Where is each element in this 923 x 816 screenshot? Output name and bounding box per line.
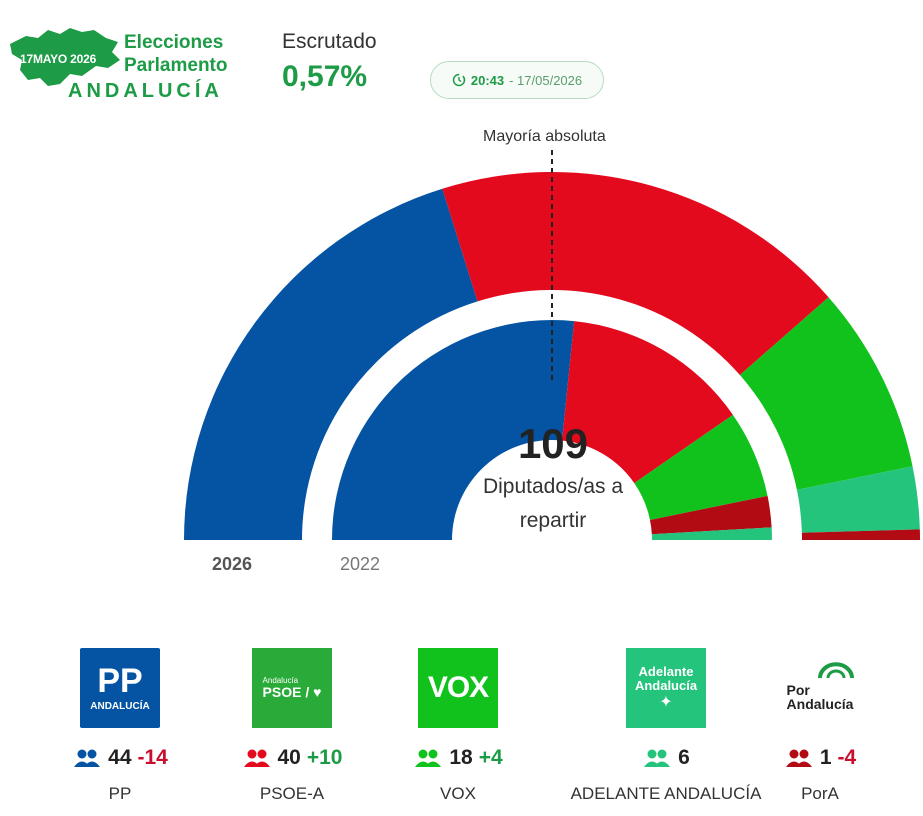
psoe-logo-icon: Andalucía PSOE / ♥ [252, 648, 332, 728]
adelante-seats-row: 6 [566, 746, 766, 770]
pora-seats: 1 [819, 746, 832, 769]
pp-name: PP [108, 784, 132, 803]
pp-logo-sub: ANDALUCÍA [90, 701, 150, 712]
ring-label-2022: 2022 [340, 554, 381, 574]
hemicycle-segment-2026-0 [184, 188, 478, 540]
people-icon [243, 749, 270, 767]
hemicycle-segment-2022-3 [649, 495, 772, 535]
people-icon [415, 749, 442, 767]
pp-change: -14 [137, 746, 168, 769]
hemicycle-segment-2026-4 [801, 529, 920, 540]
psoe-logo-sub: Andalucía [262, 676, 299, 685]
hemicycle-chart [184, 150, 920, 540]
clock-icon [452, 73, 466, 87]
hemicycle-segment-2022-0 [332, 320, 575, 540]
logo-title-line2: Parlamento [124, 55, 228, 76]
pora-change: -4 [837, 746, 857, 769]
party-card-pora: Por Andalucía 1 -4 PorA [720, 648, 920, 804]
adelante-logo-icon: Adelante Andalucía ✦ [626, 648, 706, 728]
hemicycle-segment-2022-4 [651, 527, 772, 540]
majority-label: Mayoría absoluta [483, 128, 606, 145]
psoe-logo-text: PSOE / ♥ [262, 684, 322, 700]
pora-logo-sub: Andalucía [786, 696, 854, 712]
logo-region: ANDALUCÍA [68, 80, 223, 102]
pora-logo-text: Por [786, 682, 810, 698]
pp-seats-row: 44 -14 [20, 746, 220, 770]
psoe-seats-row: 40 +10 [192, 746, 392, 770]
pora-seats-row: 1 -4 [720, 746, 920, 770]
total-seats-number: 109 [517, 420, 589, 467]
party-card-pp: PP ANDALUCÍA 44 -14 PP [20, 648, 220, 804]
pp-seats: 44 [108, 746, 132, 769]
update-date: - 17/05/2026 [509, 72, 583, 88]
update-time-badge: 20:43 - 17/05/2026 [430, 61, 604, 99]
elections-logo: 17MAYO 2026 Elecciones Parlamento ANDALU… [8, 24, 248, 104]
psoe-name: PSOE-A [259, 784, 325, 803]
vox-logo-text: VOX [427, 671, 489, 704]
people-icon [644, 749, 671, 767]
ring-label-2026: 2026 [212, 554, 253, 574]
pp-logo-text: PP [97, 662, 143, 700]
hemicycle-segment-2022-1 [562, 321, 733, 484]
vox-seats: 18 [449, 746, 473, 769]
vox-name: VOX [440, 784, 476, 803]
adelante-logo-sub: Andalucía [634, 678, 698, 694]
party-card-adelante: Adelante Andalucía ✦ 6 ADELANTE ANDALUCÍ… [566, 648, 766, 804]
logo-title-line1: Elecciones [124, 32, 224, 53]
vox-seats-row: 18 +4 [358, 746, 558, 770]
andalucia-map-icon [10, 28, 120, 86]
pora-name: PorA [801, 784, 839, 803]
hemicycle-segment-2022-2 [634, 414, 768, 520]
party-card-psoe: Andalucía PSOE / ♥ 40 +10 PSOE-A [192, 648, 392, 804]
vox-change: +4 [478, 746, 503, 769]
escrutado-label: Escrutado [282, 30, 377, 53]
adelante-logo-text: Adelante [638, 663, 694, 679]
people-icon [785, 749, 812, 767]
people-icon [74, 749, 101, 767]
vox-logo-icon: VOX [418, 648, 498, 728]
logo-date: 17MAYO 2026 [20, 52, 97, 66]
escrutado-value: 0,57% [282, 60, 368, 93]
pp-logo-icon: PP ANDALUCÍA [80, 648, 160, 728]
psoe-seats: 40 [277, 746, 301, 769]
hemicycle-segment-2026-1 [442, 172, 829, 376]
update-time: 20:43 [470, 72, 505, 88]
hemicycle-segment-2026-3 [796, 466, 920, 533]
total-seats-caption: Diputados/as a repartir [482, 475, 624, 532]
pora-logo-icon: Por Andalucía [780, 648, 860, 728]
party-card-vox: VOX 18 +4 VOX [358, 648, 558, 804]
adelante-name: ADELANTE ANDALUCÍA [570, 784, 762, 803]
hemicycle-segment-2026-2 [739, 297, 913, 490]
psoe-change: +10 [306, 746, 343, 769]
adelante-seats: 6 [678, 746, 690, 769]
